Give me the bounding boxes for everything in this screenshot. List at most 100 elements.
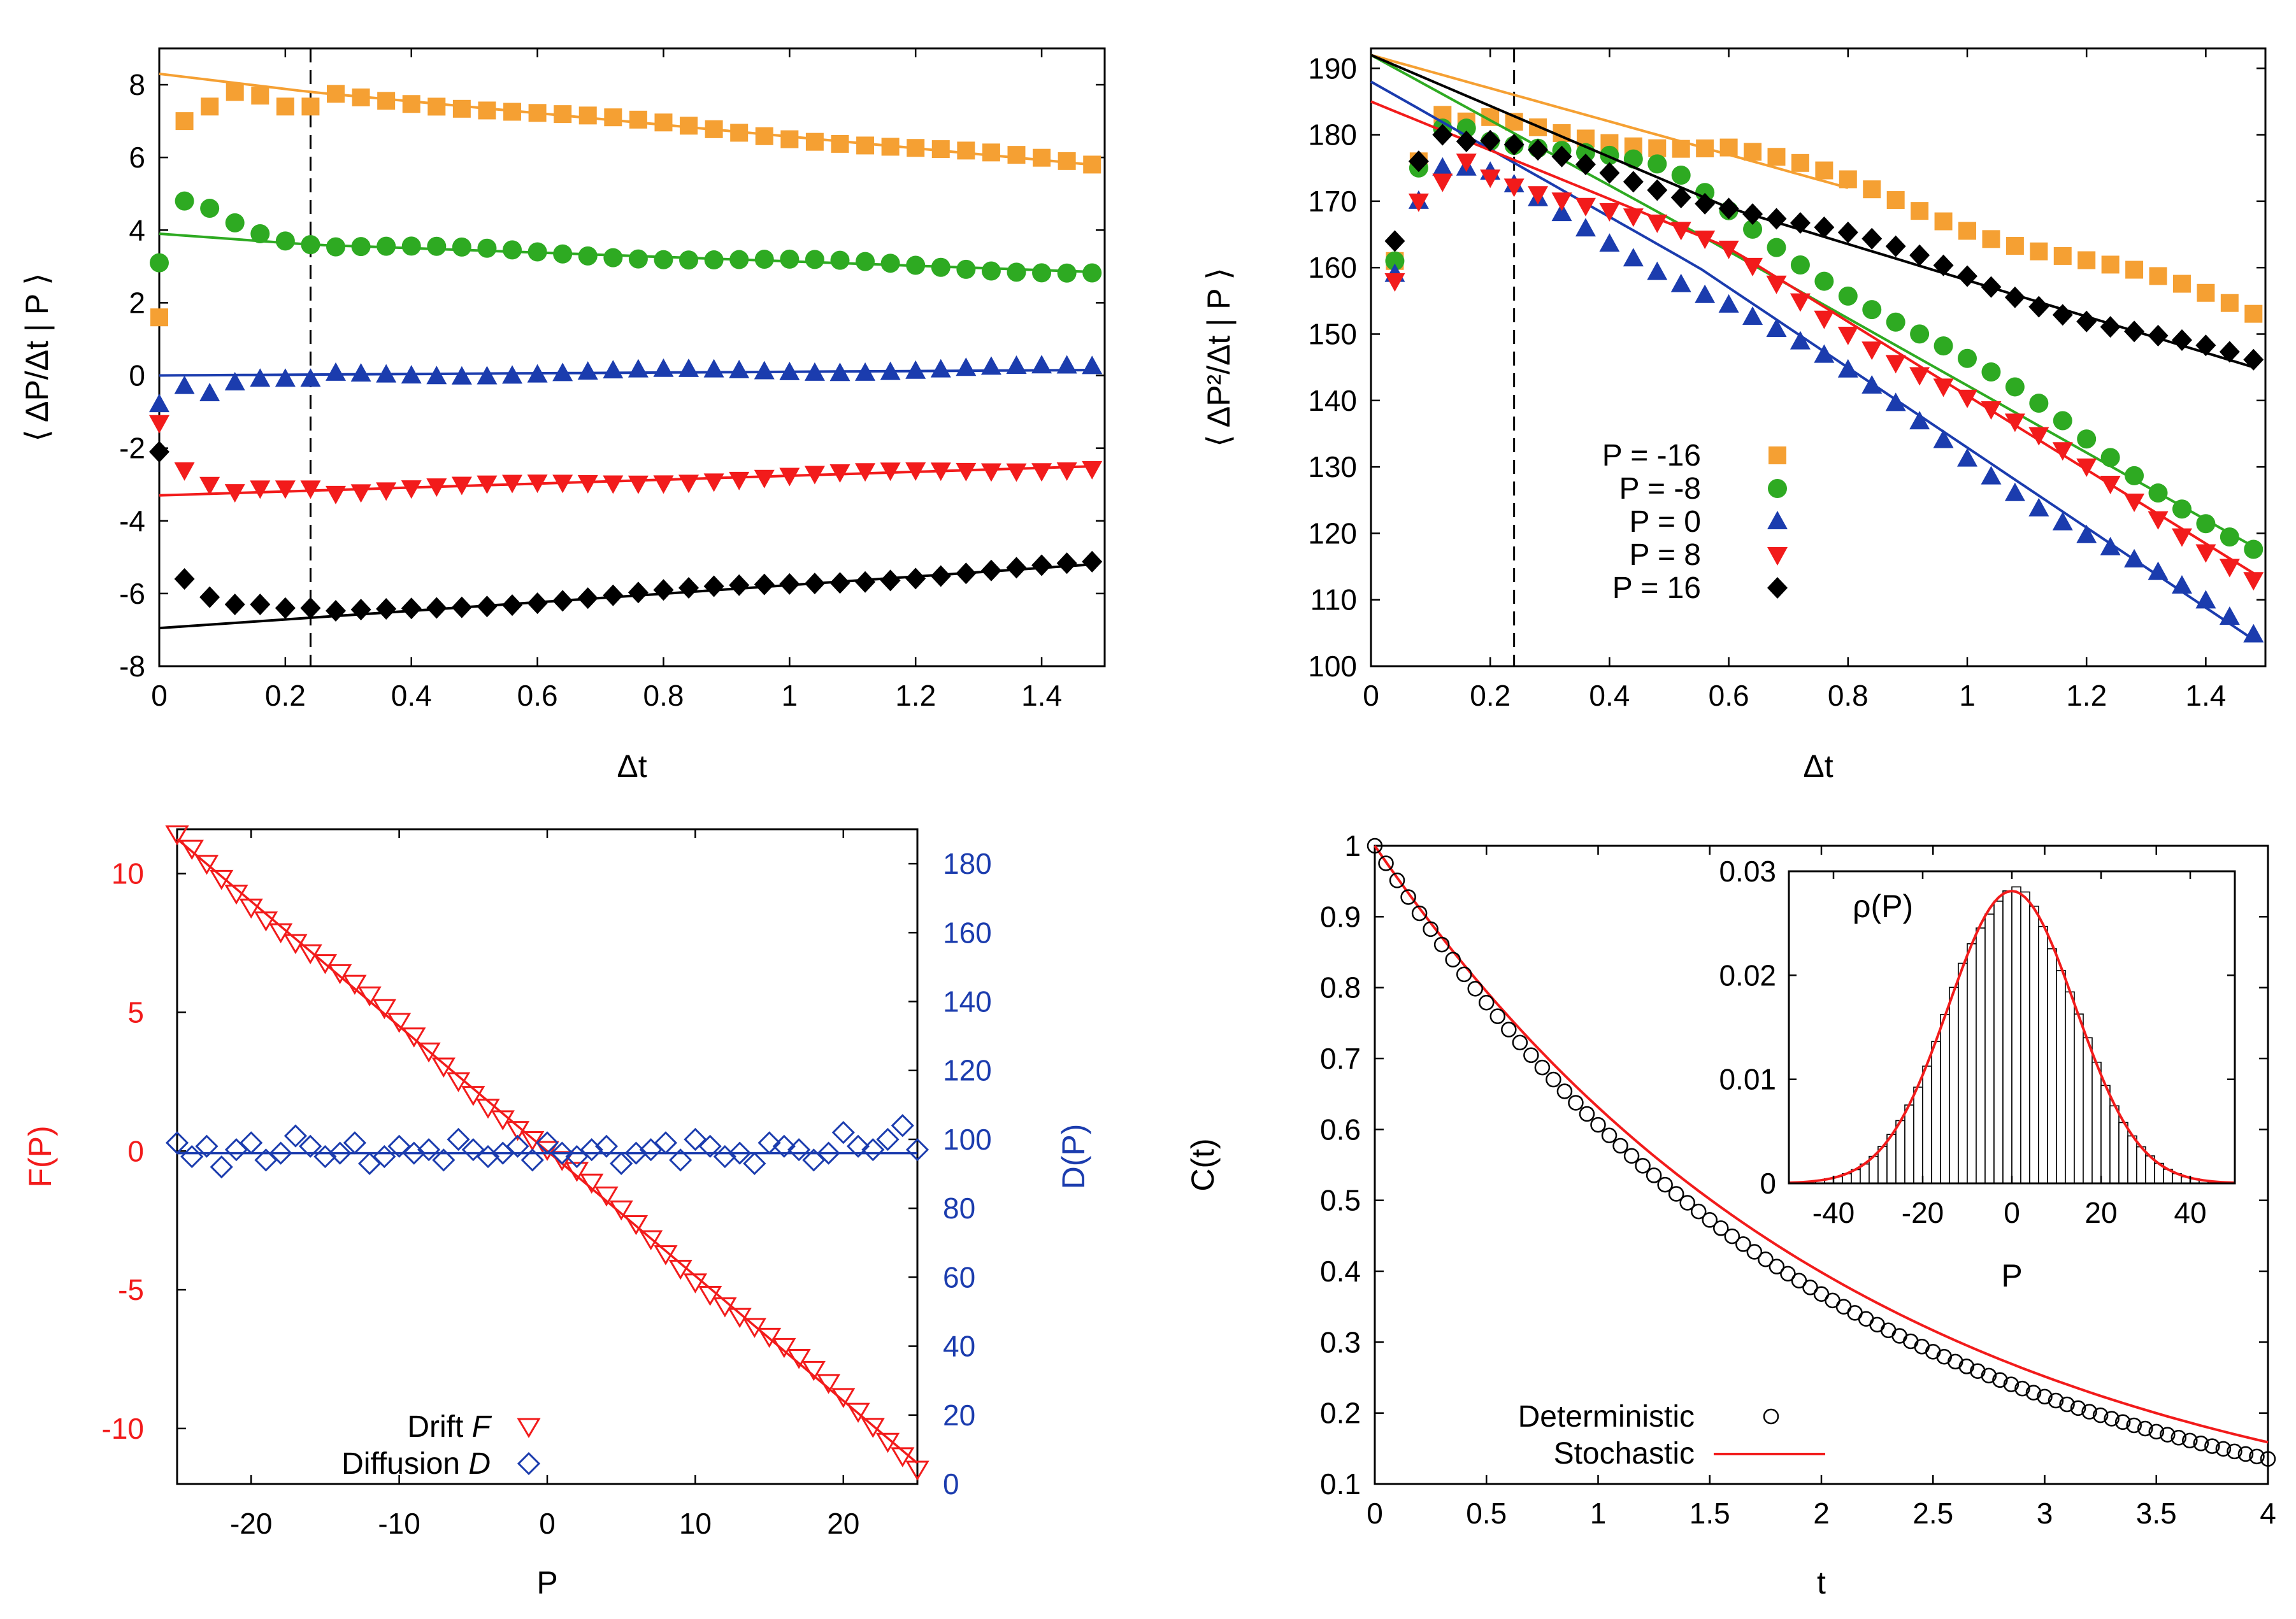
x-tick-label: 1 [1959, 679, 1976, 712]
deterministic-point [2081, 1404, 2097, 1420]
data-point [654, 250, 673, 269]
data-point [855, 362, 876, 381]
drift-point [210, 869, 234, 890]
data-point [224, 594, 245, 615]
data-point [880, 569, 901, 592]
deterministic-point [2126, 1417, 2142, 1434]
y-tick-label: 180 [1308, 118, 1357, 152]
panel-a-ylabel: ⟨ ΔP/Δt | P ⟩ [19, 273, 55, 441]
deterministic-point [2249, 1448, 2265, 1465]
data-point [1056, 355, 1077, 374]
drift-point [757, 1327, 782, 1348]
data-point [1082, 355, 1103, 374]
data-point [1528, 139, 1549, 161]
histogram-bar [1940, 1013, 1950, 1184]
data-point [1384, 230, 1405, 252]
legend-marker [1769, 446, 1786, 464]
inset-ticks: -40 -20 0 20 40 0 0.01 0.02 0.03 [1719, 855, 2235, 1229]
data-point [502, 474, 523, 494]
y-tick-label: 140 [1308, 384, 1357, 417]
drift-point [713, 1297, 737, 1318]
deterministic-point [1735, 1236, 1751, 1252]
data-point [276, 97, 294, 116]
y-tick-label: -10 [102, 1412, 144, 1445]
data-point [907, 139, 925, 157]
data-point [250, 368, 271, 387]
data-point [930, 565, 951, 587]
deterministic-point [2114, 1414, 2131, 1430]
x-tick-label: 0.5 [1466, 1497, 1507, 1530]
data-point [2197, 283, 2215, 302]
data-point [2172, 499, 2192, 519]
data-point [1837, 327, 1858, 346]
data-point [1384, 273, 1405, 292]
inset: -40 -20 0 20 40 0 0.01 0.02 0.03 ρ(P) P [1719, 855, 2236, 1294]
data-point [427, 97, 446, 116]
data-point [1981, 401, 2002, 420]
panel-c-ticks: -20 -10 0 10 20-10-5051002040608010012014016… [102, 829, 992, 1540]
data-point [1432, 157, 1453, 176]
data-point [326, 362, 347, 381]
panel-d-xlabel: t [1817, 1565, 1826, 1601]
drift-point [742, 1318, 766, 1338]
data-point [578, 106, 597, 125]
drift-point [594, 1187, 619, 1207]
data-point [779, 361, 800, 380]
data-point [377, 236, 396, 256]
inset-x-tick-label: 20 [2084, 1196, 2117, 1229]
fit-line [1370, 53, 2254, 369]
y-tick-label: 110 [1310, 583, 1357, 617]
drift-point [861, 1418, 885, 1438]
diffusion-point [402, 1141, 426, 1165]
x-tick-label: 0.8 [1828, 679, 1869, 712]
panel-c-xlabel: P [536, 1565, 557, 1601]
data-point [1695, 183, 1715, 203]
data-point [2030, 242, 2048, 260]
deterministic-point [2160, 1427, 2176, 1443]
panel-d-marks [1367, 838, 2276, 1467]
histogram-bar [1993, 901, 2004, 1184]
deterministic-point [1646, 1167, 1662, 1183]
data-point [1933, 378, 1954, 397]
data-point [905, 462, 926, 481]
diffusion-point [520, 1148, 544, 1172]
data-point [1623, 248, 1644, 267]
y-tick-label: 2 [129, 286, 145, 319]
data-point [653, 475, 674, 494]
x-tick-label: 2 [1813, 1497, 1830, 1530]
data-point [1007, 262, 1026, 282]
data-point [628, 249, 648, 269]
data-point [1082, 263, 1102, 283]
diffusion-point [224, 1138, 248, 1162]
inset-x-tick-label: -40 [1812, 1196, 1855, 1229]
data-point [1957, 448, 1977, 467]
data-point [275, 368, 296, 387]
diffusion-point [343, 1131, 367, 1155]
data-point [956, 462, 977, 481]
data-point [1672, 139, 1690, 158]
panel-d: 0 0.5 1 1.5 2 2.5 3 3.5 4 0.1 0.2 0.3 0.4 0.5 0.6 0.7 0.… [1185, 829, 2276, 1601]
data-point [200, 199, 220, 218]
data-point [199, 383, 220, 402]
drift-point [580, 1173, 604, 1194]
data-point [905, 360, 926, 379]
data-point [603, 248, 623, 267]
data-point [377, 92, 396, 110]
fit-line [159, 232, 1093, 273]
y-tick-label: 160 [1308, 251, 1357, 284]
y-tick-label: 170 [1308, 185, 1357, 218]
data-point [1885, 392, 1906, 411]
y-tick-label: -8 [119, 650, 145, 683]
data-point [1909, 367, 1930, 386]
x-tick-label: -10 [378, 1507, 420, 1540]
legend-marker [517, 1451, 541, 1476]
data-point [1837, 359, 1858, 378]
data-point [1767, 148, 1786, 166]
data-point [779, 573, 800, 595]
legend-label: P = -16 [1602, 439, 1701, 473]
data-point [2124, 320, 2145, 343]
deterministic-point [1802, 1280, 1818, 1295]
histogram-bar [2092, 1061, 2102, 1184]
data-point [1599, 233, 1620, 252]
data-point [503, 240, 522, 260]
